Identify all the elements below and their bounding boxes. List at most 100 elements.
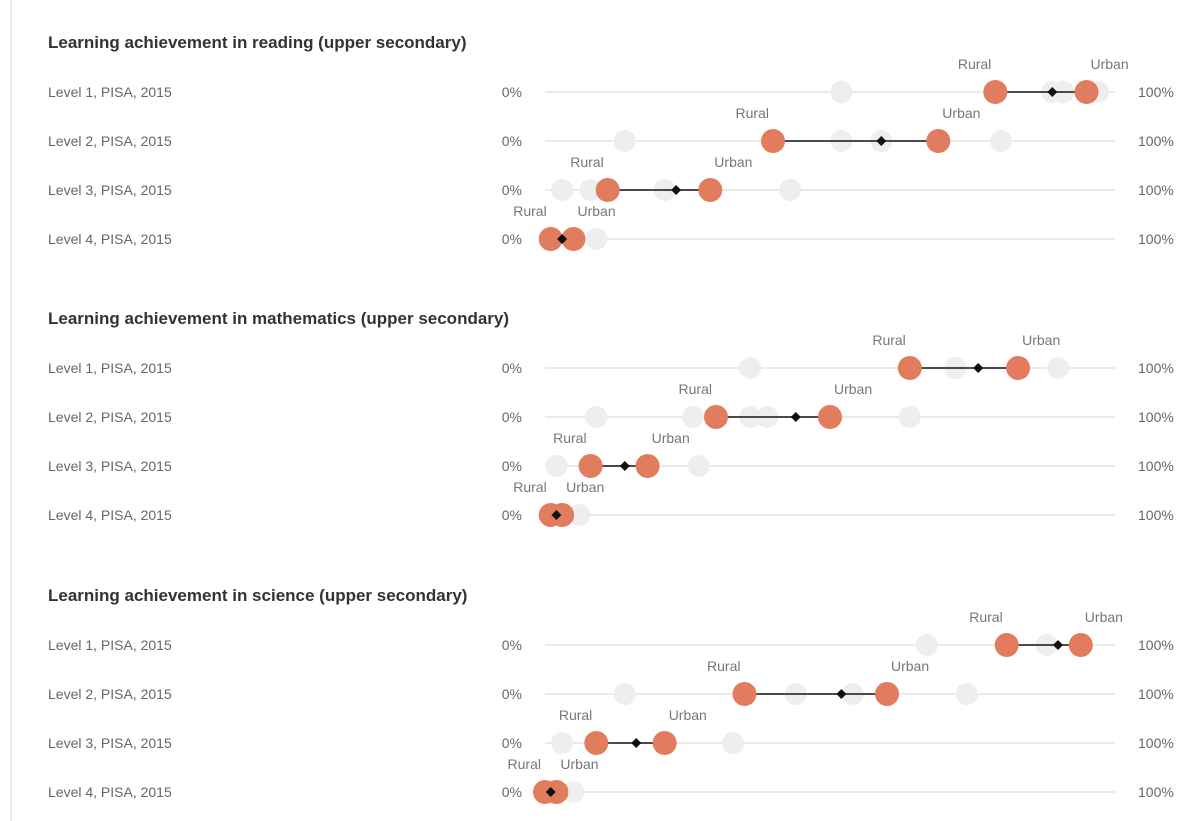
- panel-title: Learning achievement in reading (upper s…: [48, 33, 467, 52]
- rural-dot: [595, 178, 620, 202]
- rural-dot: [578, 454, 603, 478]
- background-country-dot: [779, 179, 802, 201]
- axis-min-label: 0%: [502, 735, 522, 751]
- urban-dot: [1068, 633, 1093, 657]
- axis-max-label: 100%: [1138, 637, 1174, 653]
- rural-dot: [983, 80, 1008, 104]
- rural-label: Rural: [559, 707, 592, 723]
- rural-dot: [538, 227, 563, 251]
- urban-label: Urban: [1022, 332, 1060, 348]
- left-divider: [10, 0, 12, 821]
- background-country-dot: [568, 504, 591, 526]
- urban-dot: [875, 682, 899, 706]
- rural-label: Rural: [969, 609, 1002, 625]
- rural-label: Rural: [707, 658, 740, 674]
- axis-max-label: 100%: [1138, 409, 1174, 425]
- background-country-dot: [830, 81, 853, 103]
- row-label: Level 1, PISA, 2015: [48, 360, 172, 376]
- background-country-dot: [739, 357, 762, 379]
- axis-max-label: 100%: [1138, 84, 1174, 100]
- urban-label: Urban: [652, 430, 690, 446]
- background-country-dot: [551, 732, 574, 754]
- axis-min-label: 0%: [502, 686, 522, 702]
- axis-max-label: 100%: [1138, 231, 1174, 247]
- rural-label: Rural: [570, 154, 603, 170]
- urban-dot: [1074, 80, 1099, 104]
- urban-label: Urban: [891, 658, 929, 674]
- axis-min-label: 0%: [502, 409, 522, 425]
- urban-dot: [635, 454, 660, 478]
- axis-max-label: 100%: [1138, 784, 1174, 800]
- average-marker: [619, 461, 630, 471]
- background-country-dot: [551, 179, 574, 201]
- axis-min-label: 0%: [502, 182, 522, 198]
- background-country-dot: [682, 406, 705, 428]
- rural-label: Rural: [736, 105, 769, 121]
- background-country-dot: [613, 130, 636, 152]
- axis-max-label: 100%: [1138, 360, 1174, 376]
- row-label: Level 3, PISA, 2015: [48, 458, 172, 474]
- background-country-dot: [687, 455, 710, 477]
- urban-label: Urban: [834, 381, 872, 397]
- background-country-dot: [898, 406, 921, 428]
- row-label: Level 2, PISA, 2015: [48, 133, 172, 149]
- rural-label: Rural: [958, 56, 991, 72]
- axis-max-label: 100%: [1138, 735, 1174, 751]
- axis-max-label: 100%: [1138, 507, 1174, 523]
- rural-dot: [994, 633, 1019, 657]
- axis-max-label: 100%: [1138, 458, 1174, 474]
- rural-label: Rural: [513, 203, 546, 219]
- panel-title: Learning achievement in science (upper s…: [48, 586, 467, 605]
- axis-min-label: 0%: [502, 637, 522, 653]
- background-country-dot: [1047, 357, 1069, 379]
- average-marker: [551, 510, 562, 520]
- urban-label: Urban: [714, 154, 752, 170]
- background-country-dot: [585, 406, 608, 428]
- urban-label: Urban: [578, 203, 616, 219]
- axis-min-label: 0%: [502, 784, 522, 800]
- average-marker: [631, 738, 642, 748]
- urban-dot: [561, 227, 586, 251]
- row-label: Level 4, PISA, 2015: [48, 507, 172, 523]
- background-country-dot: [955, 683, 978, 705]
- row-label: Level 1, PISA, 2015: [48, 84, 172, 100]
- row-label: Level 3, PISA, 2015: [48, 182, 172, 198]
- average-marker: [1053, 640, 1063, 650]
- row-label: Level 1, PISA, 2015: [48, 637, 172, 653]
- rural-label: Rural: [508, 756, 541, 772]
- rural-dot: [761, 129, 785, 153]
- axis-min-label: 0%: [502, 231, 522, 247]
- rural-dot: [897, 356, 922, 380]
- urban-dot: [652, 731, 677, 755]
- urban-dot: [818, 405, 842, 429]
- average-marker: [671, 185, 682, 195]
- average-marker: [545, 787, 556, 797]
- rural-label: Rural: [513, 479, 546, 495]
- axis-min-label: 0%: [502, 360, 522, 376]
- average-marker: [836, 689, 847, 699]
- background-country-dot: [613, 683, 636, 705]
- axis-min-label: 0%: [502, 507, 522, 523]
- average-marker: [790, 412, 801, 422]
- row-label: Level 4, PISA, 2015: [48, 784, 172, 800]
- average-marker: [557, 234, 568, 244]
- rural-dot: [732, 682, 757, 706]
- panel-title: Learning achievement in mathematics (upp…: [48, 309, 509, 328]
- average-marker: [1047, 87, 1058, 97]
- axis-max-label: 100%: [1138, 686, 1174, 702]
- background-country-dot: [585, 228, 608, 250]
- rural-label: Rural: [679, 381, 712, 397]
- urban-dot: [698, 178, 723, 202]
- axis-min-label: 0%: [502, 84, 522, 100]
- rural-dot: [584, 731, 609, 755]
- urban-label: Urban: [566, 479, 604, 495]
- background-country-dot: [562, 781, 585, 803]
- urban-dot: [550, 503, 575, 527]
- urban-label: Urban: [1085, 609, 1123, 625]
- axis-min-label: 0%: [502, 458, 522, 474]
- background-country-dot: [990, 130, 1012, 152]
- rural-label: Rural: [872, 332, 905, 348]
- urban-label: Urban: [560, 756, 598, 772]
- urban-label: Urban: [669, 707, 707, 723]
